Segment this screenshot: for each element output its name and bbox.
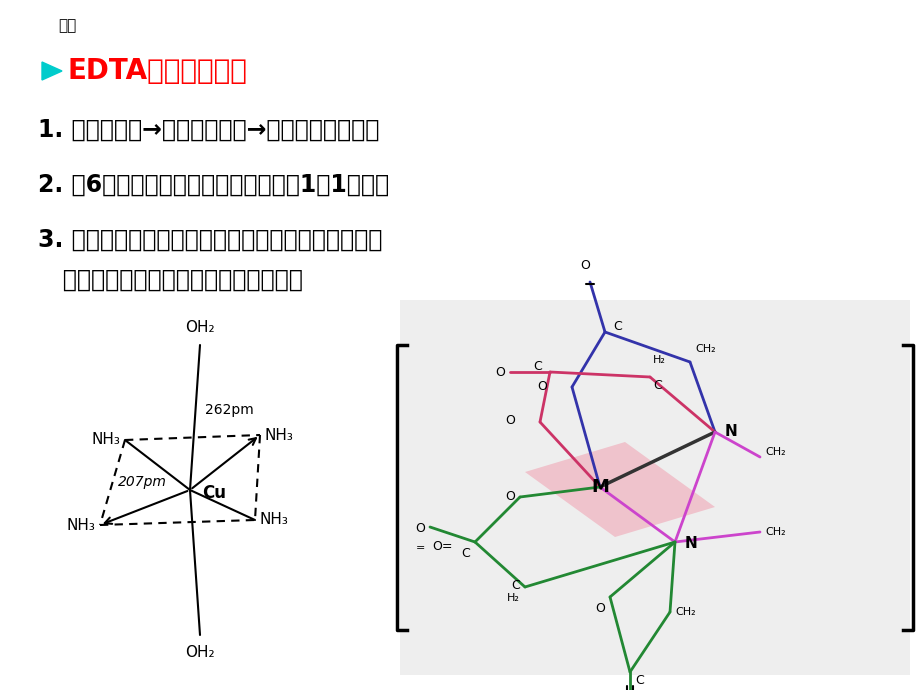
Text: 1. 广泛配位性→五元环螯合物→稳定、完全、迅速: 1. 广泛配位性→五元环螯合物→稳定、完全、迅速	[38, 118, 379, 142]
Text: NH₃: NH₃	[91, 433, 119, 448]
Text: H₂: H₂	[652, 355, 665, 365]
Text: O=: O=	[432, 540, 452, 553]
Text: NH₃: NH₃	[260, 513, 289, 527]
Text: O: O	[414, 522, 425, 535]
Text: O: O	[595, 602, 605, 615]
Text: 2. 具6个配位原子，与金属离子多形成1：1配合物: 2. 具6个配位原子，与金属离子多形成1：1配合物	[38, 173, 389, 197]
Text: CH₂: CH₂	[675, 607, 695, 617]
Text: NH₃: NH₃	[265, 428, 293, 442]
Text: C: C	[652, 379, 661, 392]
Text: CH₂: CH₂	[694, 344, 715, 354]
Polygon shape	[525, 442, 714, 537]
Text: 207pm: 207pm	[118, 475, 166, 489]
Text: C: C	[460, 547, 470, 560]
Text: NH₃: NH₃	[66, 518, 95, 533]
Text: C: C	[634, 674, 643, 687]
Text: Cu: Cu	[202, 484, 226, 502]
Text: OH₂: OH₂	[185, 320, 214, 335]
Text: CH₂: CH₂	[765, 527, 785, 537]
Text: 262pm: 262pm	[205, 403, 254, 417]
Polygon shape	[42, 62, 62, 80]
Text: N: N	[724, 424, 737, 440]
Text: 与有色金属离子形成的配合物颜色更深: 与有色金属离子形成的配合物颜色更深	[38, 268, 302, 292]
Text: O: O	[494, 366, 505, 379]
FancyBboxPatch shape	[400, 300, 909, 675]
Text: M: M	[590, 478, 608, 496]
Text: O: O	[580, 259, 589, 272]
Text: 3. 与无色金属离子形成的配合物无色，利于指示终点: 3. 与无色金属离子形成的配合物无色，利于指示终点	[38, 228, 382, 252]
Text: C: C	[511, 579, 519, 592]
Text: N: N	[685, 537, 697, 551]
Text: 续前: 续前	[58, 18, 76, 33]
Text: =: =	[415, 543, 425, 553]
Text: O: O	[505, 414, 515, 427]
Text: OH₂: OH₂	[185, 645, 214, 660]
Text: H₂: H₂	[506, 593, 519, 603]
Text: C: C	[533, 360, 541, 373]
Text: O: O	[505, 491, 515, 504]
Text: CH₂: CH₂	[765, 447, 785, 457]
Text: EDTA配合物特点：: EDTA配合物特点：	[68, 57, 247, 85]
Text: O: O	[537, 380, 547, 393]
Text: C: C	[612, 320, 621, 333]
